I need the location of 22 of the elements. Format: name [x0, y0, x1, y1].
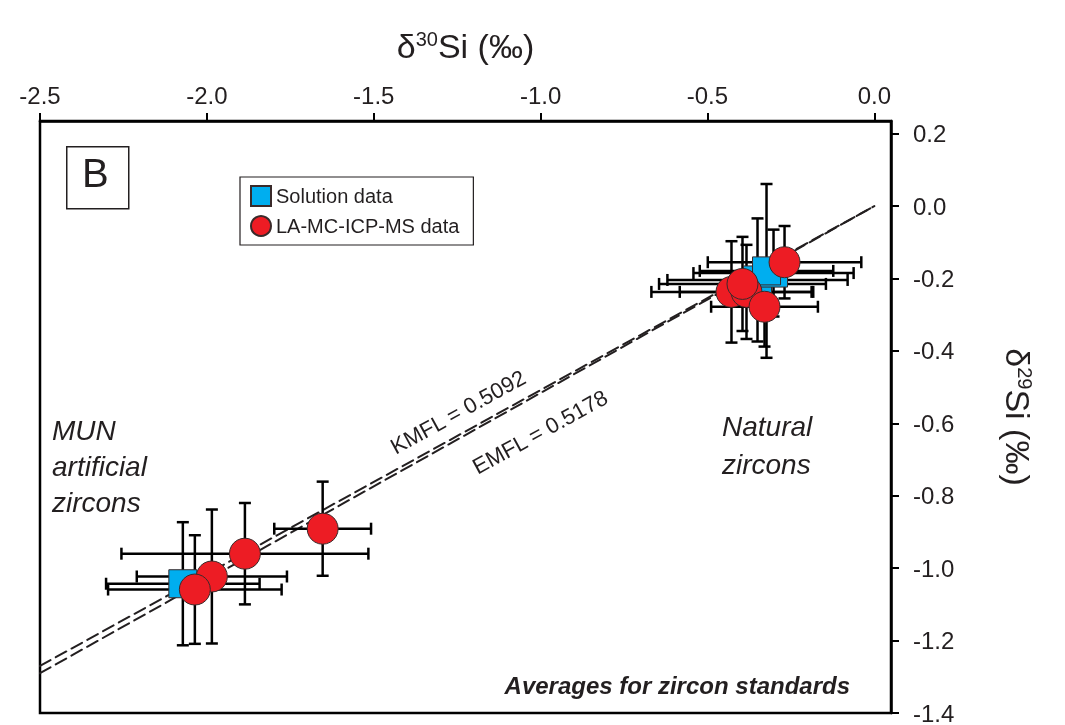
x-tick-label: -1.5	[353, 81, 395, 109]
y-tick-label: -0.8	[913, 482, 955, 510]
annotation: Averages for zircon standards	[503, 671, 851, 699]
y-tick-label: -1.4	[913, 699, 955, 725]
x-tick-label: -2.0	[186, 81, 228, 109]
x-tick-label: -1.0	[519, 81, 562, 109]
legend-label: LA-MC-ICP-MS data	[276, 215, 461, 237]
x-tick-label: -0.5	[686, 81, 729, 109]
x-tick-label: -2.5	[19, 81, 61, 109]
legend-label: Solution data	[276, 185, 394, 207]
y-tick-label: -1.0	[913, 554, 955, 582]
y-tick-label: -0.4	[913, 337, 955, 365]
annotation: Natural zircons	[721, 410, 821, 480]
y-tick-label: -0.2	[913, 265, 955, 292]
y-tick-label: -0.6	[913, 409, 955, 437]
x-tick-label: 0.0	[857, 81, 891, 109]
y-tick-label: -1.2	[913, 627, 955, 655]
y-axis-title: δ29Si (‰)	[999, 348, 1037, 486]
y-tick-label: 0.0	[913, 192, 947, 220]
y-tick-label: 0.2	[913, 120, 947, 148]
annotation: B	[82, 151, 109, 195]
annotation: MUN artificial zircons	[51, 414, 155, 518]
